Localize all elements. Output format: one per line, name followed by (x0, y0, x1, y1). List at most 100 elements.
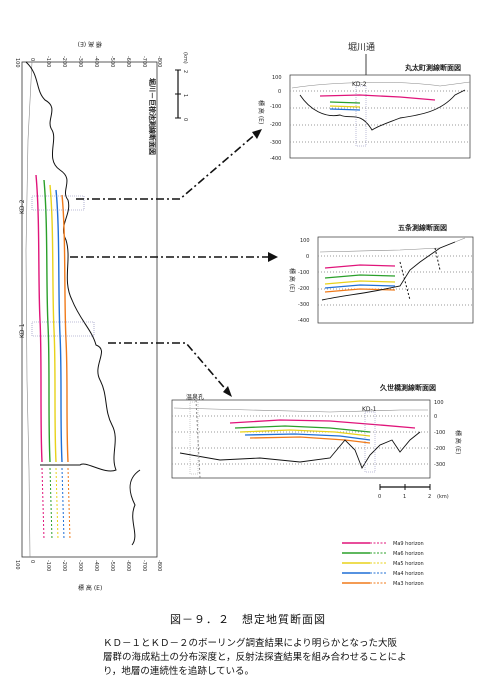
horizon-ma9 (324, 264, 396, 269)
km-unit: (km) (182, 52, 188, 64)
borehole-kd2-column (31, 195, 85, 211)
tick: -700 (141, 56, 147, 67)
km-tick: 0 (182, 118, 188, 121)
figure-description: ＫＤ－１とＫＤ－２のボーリング調査結果により明らかとなった大阪 層群の海成粘土の… (103, 637, 448, 679)
y-axis-label: 標 高 (E) (288, 268, 296, 292)
bedrock-line (25, 61, 117, 472)
bedrock-line (299, 89, 466, 131)
km-tick: 1 (182, 94, 188, 97)
scale-tick: 0 (378, 494, 381, 500)
tick: 0 (29, 560, 35, 563)
horizon-ma3 (249, 436, 371, 444)
panel-marutamachi: 丸太町測線断面図 100 0 -100 -200 -300 -400 標 高 (… (257, 63, 471, 162)
horizon-ma4 (244, 433, 371, 441)
borehole-kd1-label: KD-1 (19, 323, 26, 338)
tick: 100 (14, 560, 20, 570)
svg-text:Ma4 horizon: Ma4 horizon (393, 571, 424, 577)
bedrock-line (179, 431, 421, 470)
tick: -400 (93, 560, 99, 571)
tick: -200 (61, 56, 67, 67)
km-tick: 2 (182, 70, 188, 73)
horizon-ma9 (319, 94, 436, 101)
panel-kuzebashi: 久世橋測線断面図 100 0 -100 -200 -300 標 高 (E) 温泉… (171, 383, 462, 479)
panel-title: 丸太町測線断面図 (404, 63, 461, 72)
borehole-kd2-label: KD-2 (19, 199, 26, 214)
tick: -500 (109, 56, 115, 67)
borehole-kd1-column (31, 321, 95, 337)
horizon-ma5 (329, 105, 361, 108)
y-tick: -300 (298, 302, 309, 308)
borehole-label: KD-1 (362, 406, 377, 413)
horizon-ma6 (43, 179, 51, 463)
tick: 100 (14, 58, 20, 68)
connector-maruta (76, 131, 259, 200)
y-axis-label: 標 高 (E) (454, 430, 462, 454)
main-section: 100 0 -100 -200 -300 -400 -500 -600 -700… (14, 40, 188, 592)
tick: -800 (156, 56, 162, 67)
y-tick: -100 (270, 104, 281, 110)
well-column (189, 401, 199, 475)
connector-kuze (108, 342, 229, 393)
bottom-axis-label: 標 高 (E) (78, 584, 102, 592)
scale-bar: 0 1 2 (km) (378, 484, 449, 500)
description-line: ＫＤ－１とＫＤ－２のボーリング調査結果により明らかとなった大阪 (103, 638, 398, 649)
svg-text:Ma9 horizon: Ma9 horizon (393, 541, 424, 547)
legend: Ma9 horizon Ma6 horizon Ma5 horizon Ma4 … (342, 541, 424, 587)
y-tick: -200 (434, 446, 445, 452)
tick: -800 (156, 560, 162, 571)
scale-tick: 2 (428, 494, 431, 500)
panel-title: 久世橋測線断面図 (379, 383, 436, 392)
tick: -600 (125, 56, 131, 67)
legend-item-ma3: Ma3 horizon (342, 581, 424, 587)
well-label: 温泉孔 (186, 393, 204, 401)
scale-tick: 1 (403, 494, 406, 500)
y-tick: -300 (434, 462, 445, 468)
tick: -200 (61, 560, 67, 571)
horizon-ma6 (324, 274, 396, 279)
borehole-column (364, 411, 376, 473)
horizon-ma9 (229, 419, 416, 429)
horizon-ma3 (61, 194, 69, 463)
horizon-ma5 (49, 184, 57, 463)
top-depth-ticks: 100 0 -100 -200 -300 -400 -500 -600 -700… (14, 56, 162, 68)
arrowheads (223, 129, 278, 397)
horizon-ma6 (234, 425, 371, 433)
y-tick: -200 (298, 286, 309, 292)
horizon-ma6 (329, 101, 361, 104)
y-axis-label: 標 高 (E) (257, 100, 265, 124)
y-tick: -200 (270, 122, 281, 128)
horizon-ma5 (239, 429, 371, 437)
tick: -300 (77, 56, 83, 67)
surface-line (25, 61, 33, 558)
y-tick: 0 (278, 89, 281, 95)
legend-item-ma6: Ma6 horizon (342, 551, 424, 557)
svg-text:Ma3 horizon: Ma3 horizon (393, 581, 424, 587)
tick: -100 (45, 56, 51, 67)
y-tick: 100 (434, 400, 444, 406)
horizon-ma9 (35, 174, 43, 463)
y-tick: 100 (300, 238, 310, 244)
y-tick: 100 (272, 75, 282, 81)
horizon-ma4 (329, 108, 361, 111)
geological-section-figure: 100 0 -100 -200 -300 -400 -500 -600 -700… (14, 40, 474, 592)
y-tick: -100 (298, 270, 309, 276)
panel-gojo: 五条測線断面図 100 0 -100 -200 -300 -400 標 高 (E… (288, 223, 474, 324)
tick: -500 (109, 560, 115, 571)
description-line: り，地層の連続性を追跡している。 (103, 666, 255, 677)
tick: -700 (141, 560, 147, 571)
tick: 0 (29, 58, 35, 61)
tick: -100 (45, 560, 51, 571)
y-tick: -100 (434, 430, 445, 436)
legend-item-ma4: Ma4 horizon (342, 571, 424, 577)
bottom-depth-ticks: 100 0 -100 -200 -300 -400 -500 -600 -700… (14, 560, 162, 571)
description-line: 層群の海成粘土の分布深度と，反射法探査結果を組み合わせることによ (103, 652, 407, 663)
borehole-label: KD-2 (352, 81, 367, 88)
top-axis-label: 標 高 (E) (78, 40, 102, 48)
tick: -300 (77, 560, 83, 571)
y-tick: 0 (306, 254, 309, 260)
main-section-title: 堀川－巨椋池測線断面図 (148, 78, 157, 155)
main-km-scale: 0 1 2 (km) (175, 52, 188, 121)
y-tick: -300 (270, 140, 281, 146)
bedrock-line (321, 241, 456, 301)
y-tick: -400 (270, 156, 281, 162)
